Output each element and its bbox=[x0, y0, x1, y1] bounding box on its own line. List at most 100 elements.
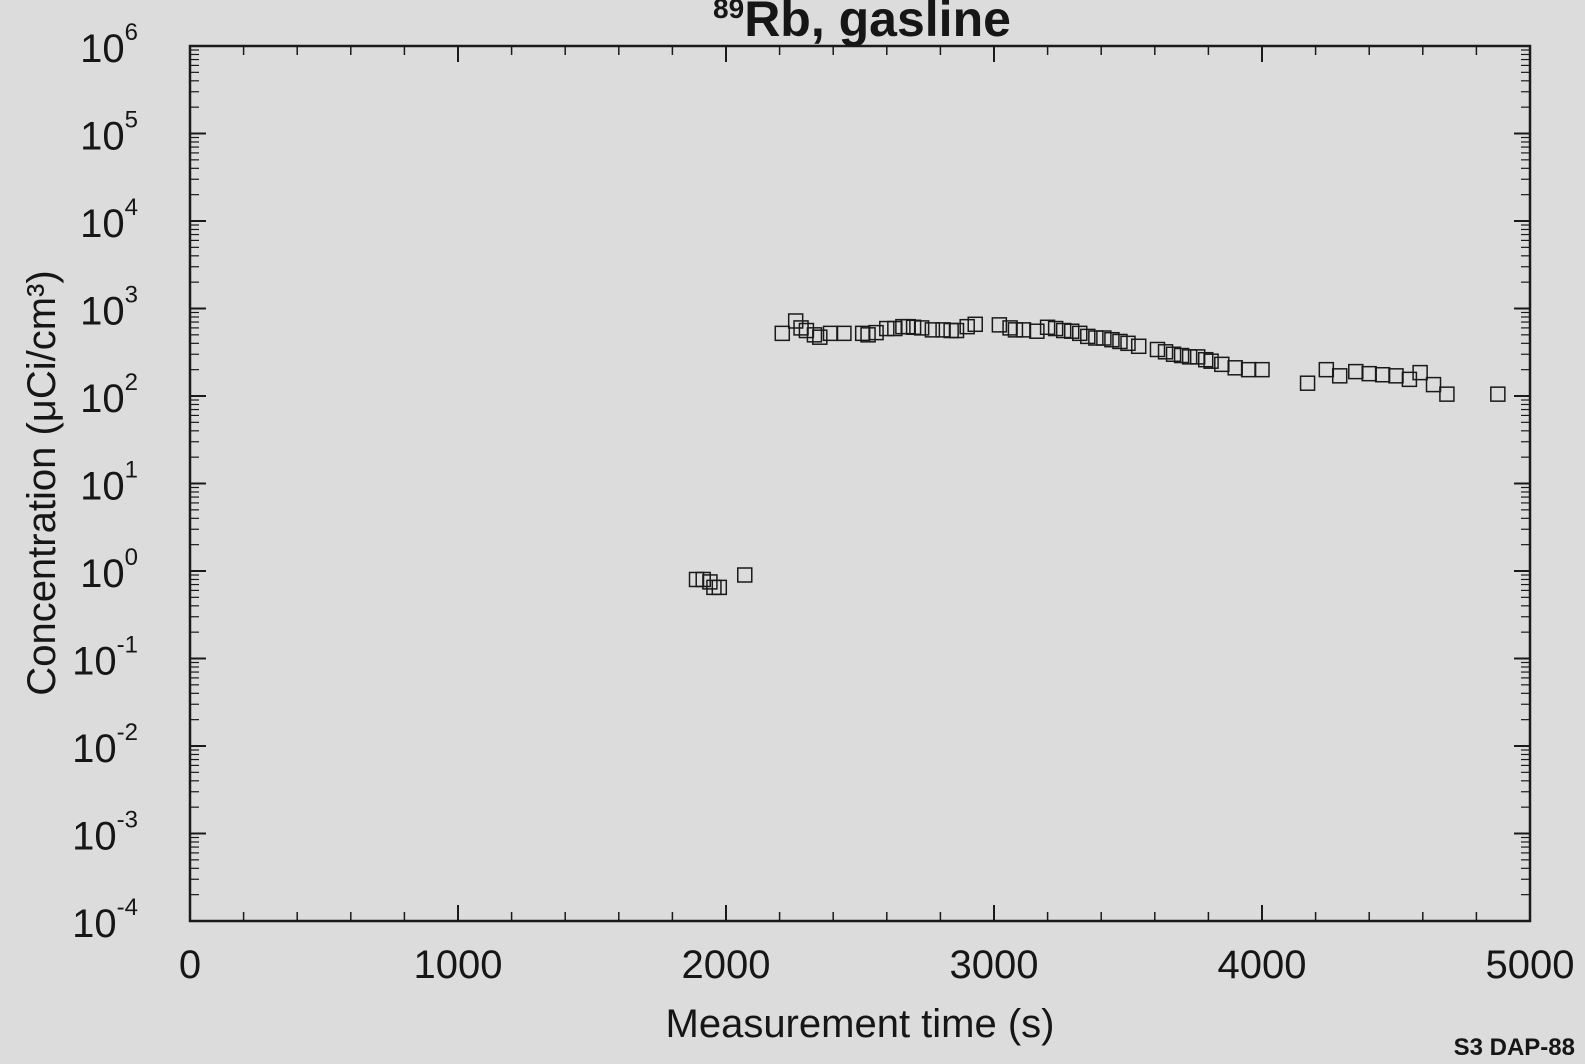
data-point bbox=[1120, 335, 1136, 352]
data-point bbox=[702, 574, 718, 590]
data-point bbox=[1063, 323, 1080, 339]
data-point bbox=[1374, 366, 1391, 383]
major-ticks bbox=[189, 45, 1531, 922]
y-tick-exponent: 6 bbox=[125, 19, 138, 46]
x-tick-label: 0 bbox=[179, 943, 201, 987]
data-point bbox=[1197, 351, 1214, 368]
y-tick-base: 10 bbox=[80, 465, 125, 509]
data-point bbox=[1088, 330, 1104, 346]
data-point bbox=[812, 329, 828, 345]
data-point bbox=[1029, 323, 1045, 339]
y-tick-exponent: 0 bbox=[125, 544, 138, 571]
x-tick-label: 2000 bbox=[682, 943, 771, 987]
y-tick-exponent: 4 bbox=[125, 194, 138, 221]
data-point bbox=[1055, 322, 1072, 339]
y-axis-label: Concentration (μCi/cm³) bbox=[20, 270, 64, 695]
y-tick-exponent: -2 bbox=[117, 719, 138, 746]
figure-code: S3 DAP-88 bbox=[1454, 1034, 1575, 1061]
data-point bbox=[1348, 363, 1364, 380]
y-tick-exponent: 3 bbox=[125, 282, 138, 309]
data-point bbox=[1490, 386, 1506, 402]
y-tick-base: 10 bbox=[80, 552, 125, 596]
data-point bbox=[1173, 347, 1190, 364]
y-tick-label: 102 bbox=[80, 369, 138, 421]
data-point bbox=[905, 319, 922, 336]
data-point bbox=[943, 322, 959, 339]
data-point bbox=[774, 325, 791, 342]
y-tick-base: 10 bbox=[80, 377, 125, 421]
y-tick-exponent: -3 bbox=[117, 807, 138, 834]
y-tick-label: 100 bbox=[80, 544, 138, 596]
data-point bbox=[900, 318, 916, 335]
data-point bbox=[1412, 364, 1428, 381]
data-point bbox=[860, 327, 876, 343]
data-point bbox=[1130, 338, 1147, 355]
x-tick-label: 3000 bbox=[950, 943, 1039, 987]
y-tick-base: 10 bbox=[72, 727, 117, 771]
data-point bbox=[1439, 386, 1455, 402]
x-tick-label: 5000 bbox=[1486, 943, 1575, 987]
data-point bbox=[879, 320, 895, 337]
y-tick-base: 10 bbox=[80, 202, 125, 246]
y-tick-exponent: 5 bbox=[125, 107, 138, 134]
y-tick-label: 10-3 bbox=[72, 807, 138, 859]
y-tick-label: 103 bbox=[80, 282, 138, 334]
y-tick-base: 10 bbox=[80, 115, 125, 159]
data-point bbox=[913, 320, 930, 336]
data-point bbox=[806, 327, 823, 343]
y-tick-label: 105 bbox=[80, 107, 138, 159]
y-tick-base: 10 bbox=[72, 902, 117, 946]
y-tick-exponent: 2 bbox=[125, 369, 138, 396]
data-point bbox=[1096, 330, 1112, 346]
data-point bbox=[822, 325, 839, 342]
data-point bbox=[1214, 356, 1230, 373]
data-point bbox=[1331, 368, 1348, 384]
y-tick-label: 104 bbox=[80, 194, 138, 246]
y-tick-exponent: 1 bbox=[125, 457, 138, 484]
data-point bbox=[1299, 375, 1316, 391]
y-tick-label: 106 bbox=[80, 19, 138, 71]
data-point bbox=[1165, 346, 1182, 363]
y-tick-label: 10-1 bbox=[72, 632, 138, 684]
data-point bbox=[1047, 320, 1064, 337]
data-point bbox=[1203, 353, 1219, 369]
data-point bbox=[1015, 322, 1032, 338]
data-point bbox=[1240, 361, 1257, 378]
data-point bbox=[948, 322, 965, 339]
y-tick-base: 10 bbox=[80, 27, 125, 71]
chart-title: 89Rb, gasline bbox=[713, 0, 1011, 47]
y-tick-label: 101 bbox=[80, 457, 138, 509]
data-point bbox=[711, 579, 728, 596]
data-point bbox=[935, 322, 951, 338]
plot-frame bbox=[188, 44, 1532, 923]
data-point bbox=[1007, 322, 1024, 338]
data-point bbox=[924, 322, 941, 338]
y-tick-base: 10 bbox=[72, 815, 117, 859]
data-points bbox=[688, 313, 1506, 596]
y-tick-base: 10 bbox=[72, 640, 117, 684]
x-tick-labels: 0 1000 2000 3000 4000 5000 bbox=[179, 943, 1575, 987]
data-point bbox=[1157, 344, 1174, 360]
data-point bbox=[706, 579, 722, 596]
title-superscript: 89 bbox=[713, 0, 744, 24]
data-point bbox=[1072, 325, 1088, 342]
data-point bbox=[868, 324, 884, 341]
data-point bbox=[836, 325, 852, 342]
y-tick-exponent: -4 bbox=[117, 894, 138, 921]
x-axis-label: Measurement time (s) bbox=[666, 1002, 1055, 1046]
data-point bbox=[1388, 368, 1404, 384]
data-point bbox=[1361, 365, 1377, 382]
data-point bbox=[1112, 333, 1128, 350]
plot-area bbox=[188, 44, 1532, 923]
data-point bbox=[1149, 341, 1166, 358]
minor-ticks bbox=[190, 46, 1530, 921]
data-point bbox=[1318, 361, 1335, 378]
y-tick-label: 10-2 bbox=[72, 719, 138, 771]
data-point bbox=[991, 317, 1008, 333]
y-tick-label: 10-4 bbox=[72, 894, 138, 946]
data-point bbox=[959, 318, 975, 335]
data-point bbox=[1039, 319, 1056, 336]
data-point bbox=[967, 316, 983, 333]
